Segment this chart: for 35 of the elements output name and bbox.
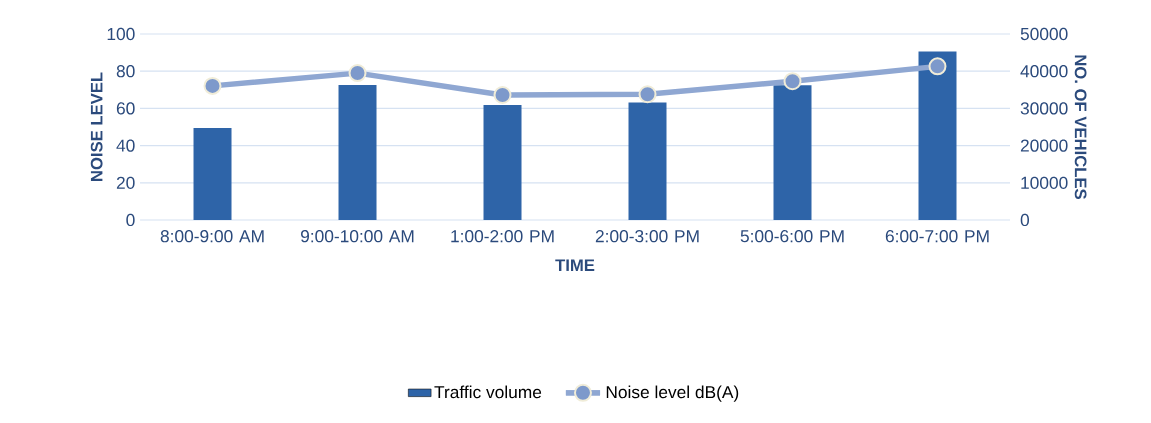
x-tick-label: 8:00-9:00 AM	[160, 230, 264, 243]
point	[638, 85, 657, 104]
y2-tick-label: 0	[1020, 213, 1030, 227]
y2-axis-title: NO. OF VEHICLES	[1074, 55, 1087, 200]
point	[783, 72, 802, 91]
point	[203, 76, 222, 95]
y-tick-label: 40	[116, 139, 135, 152]
bar	[338, 84, 377, 220]
legend-label: Traffic volume	[434, 385, 542, 399]
x-tick-label: 2:00-3:00 PM	[595, 230, 699, 243]
y-tick-label: 0	[126, 213, 135, 227]
y-tick-label: 80	[116, 65, 135, 78]
y2-tick-label: 50000	[1020, 27, 1068, 41]
y2-tick-label: 30000	[1020, 102, 1068, 115]
bar	[918, 51, 957, 220]
legend-label: Noise level dB(A)	[606, 385, 739, 402]
x-tick-label: 5:00-6:00 PM	[740, 230, 844, 243]
x-axis-title: TIME	[555, 259, 595, 271]
x-tick-label: 1:00-2:00 PM	[451, 230, 554, 243]
y2-tick-label: 20000	[1020, 139, 1068, 152]
point	[928, 57, 947, 76]
point	[493, 86, 512, 104]
y-axis-title: NOISE LEVEL	[90, 72, 103, 181]
y2-tick-label: 10000	[1021, 176, 1068, 189]
y2-tick-label: 40000	[1020, 65, 1068, 78]
point	[348, 64, 367, 83]
y-tick-label: 100	[107, 27, 135, 41]
x-tick-label: 9:00-10:00 AM	[301, 230, 414, 243]
x-tick-label: 6:00-7:00 PM	[885, 230, 989, 243]
y-tick-label: 60	[116, 102, 135, 115]
bar	[193, 128, 232, 220]
y-tick-label: 20	[116, 176, 135, 189]
bar	[773, 85, 812, 220]
bar	[483, 105, 522, 220]
bar	[628, 102, 667, 220]
